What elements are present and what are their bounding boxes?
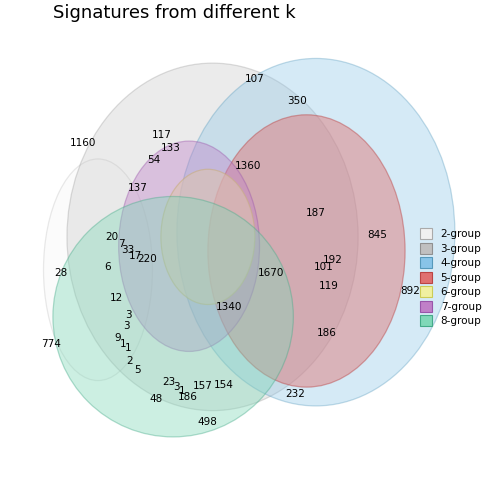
Ellipse shape	[43, 159, 152, 381]
Text: 186: 186	[178, 393, 198, 403]
Text: 107: 107	[245, 74, 265, 84]
Text: 33: 33	[121, 245, 135, 255]
Text: 892: 892	[400, 286, 420, 296]
Text: 774: 774	[41, 339, 61, 349]
Text: 2: 2	[127, 356, 133, 366]
Text: 350: 350	[287, 96, 307, 106]
Ellipse shape	[208, 115, 405, 387]
Text: 6: 6	[104, 262, 111, 272]
Ellipse shape	[118, 141, 260, 351]
Text: 1: 1	[179, 386, 186, 396]
Text: 192: 192	[323, 256, 343, 265]
Text: 48: 48	[150, 394, 163, 404]
Text: 119: 119	[319, 281, 339, 291]
Text: Signatures from different k: Signatures from different k	[53, 4, 296, 22]
Text: 1: 1	[124, 343, 132, 353]
Ellipse shape	[161, 169, 255, 304]
Ellipse shape	[67, 63, 358, 411]
Text: 3: 3	[123, 321, 130, 331]
Text: 3: 3	[173, 382, 180, 392]
Text: 232: 232	[285, 389, 305, 399]
Text: 1340: 1340	[216, 302, 242, 312]
Text: 9: 9	[114, 333, 121, 343]
Text: 133: 133	[160, 143, 180, 153]
Text: 7: 7	[118, 239, 125, 249]
Text: 101: 101	[313, 262, 333, 272]
Text: 17: 17	[129, 250, 142, 261]
Text: 1: 1	[120, 339, 127, 349]
Text: 1160: 1160	[70, 138, 96, 148]
Text: 498: 498	[198, 417, 218, 427]
Text: 157: 157	[193, 381, 213, 391]
Ellipse shape	[53, 197, 293, 437]
Text: 20: 20	[105, 232, 118, 242]
Text: 154: 154	[214, 380, 234, 390]
Text: 137: 137	[128, 183, 147, 193]
Text: 186: 186	[317, 328, 337, 338]
Text: 5: 5	[134, 365, 141, 375]
Text: 54: 54	[147, 155, 160, 165]
Text: 23: 23	[162, 377, 175, 388]
Text: 1670: 1670	[258, 268, 284, 278]
Text: 187: 187	[306, 208, 326, 218]
Text: 28: 28	[54, 268, 67, 278]
Text: 117: 117	[152, 131, 172, 141]
Ellipse shape	[177, 58, 455, 406]
Text: 1360: 1360	[235, 161, 262, 171]
Text: 220: 220	[137, 255, 157, 265]
Text: 845: 845	[367, 230, 387, 240]
Text: 3: 3	[124, 310, 132, 320]
Text: 12: 12	[110, 293, 123, 303]
Legend: 2-group, 3-group, 4-group, 5-group, 6-group, 7-group, 8-group: 2-group, 3-group, 4-group, 5-group, 6-gr…	[418, 226, 483, 329]
